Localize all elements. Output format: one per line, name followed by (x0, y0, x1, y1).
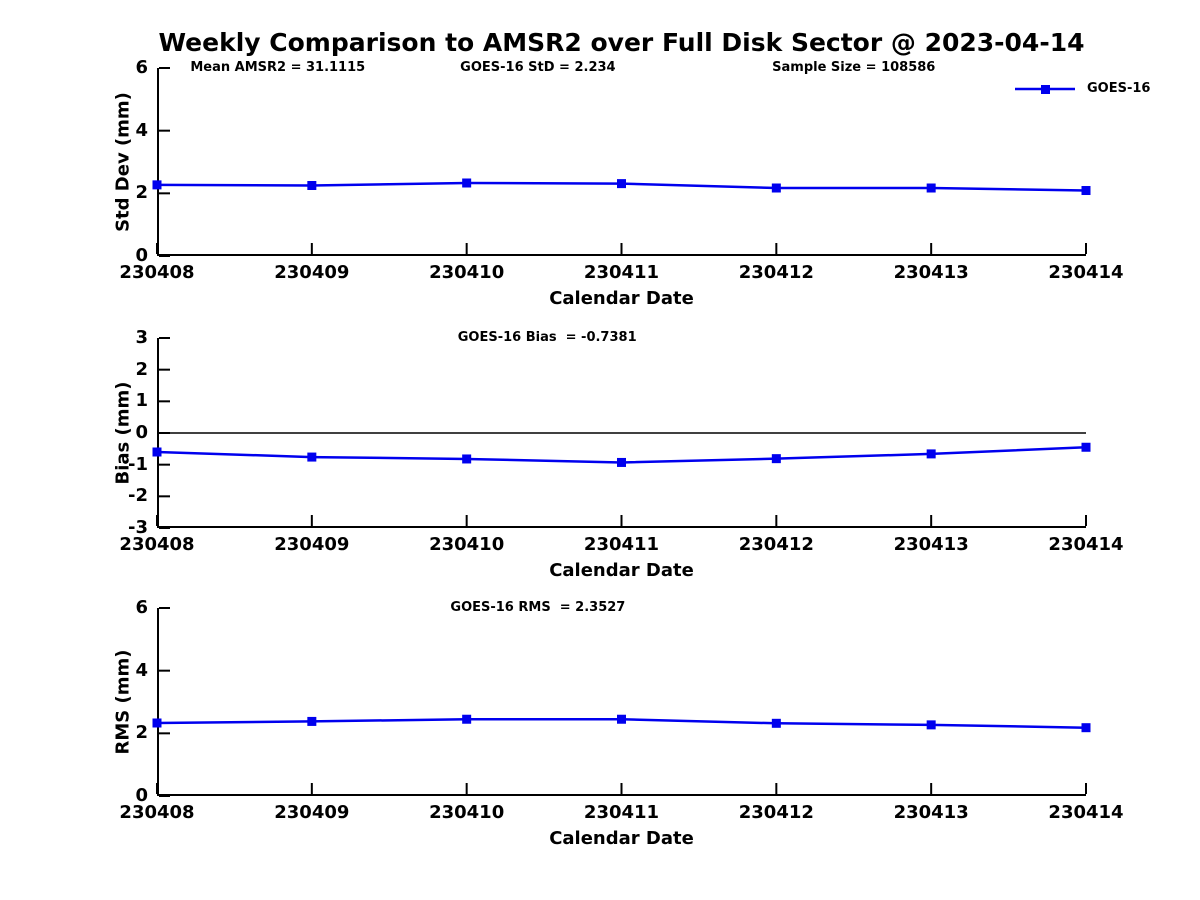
y-tick-label: 4 (135, 659, 148, 681)
annotation-text: GOES-16 Bias = -0.7381 (457, 330, 637, 345)
x-tick-label: 230413 (893, 262, 969, 283)
data-point-marker (1081, 442, 1091, 452)
x-tick-label: 230412 (738, 262, 814, 283)
data-point-marker (617, 457, 626, 467)
plot-svg (152, 337, 1091, 529)
data-point-marker (771, 718, 781, 728)
data-point-marker (617, 179, 626, 189)
data-point-marker (462, 454, 472, 464)
x-tick-label: 230410 (429, 802, 505, 823)
annotation-row: GOES-16 Bias = -0.7381 (157, 328, 1086, 348)
data-point-marker (307, 452, 317, 462)
y-tick-label: 6 (135, 597, 148, 618)
x-tick-label: 230412 (738, 534, 814, 555)
annotation-row: Mean AMSR2 = 31.1115 GOES-16 StD = 2.234 S… (157, 58, 1086, 78)
data-point-marker (307, 181, 317, 190)
legend-label: GOES-16 (1087, 81, 1151, 96)
x-axis-label: Calendar Date (549, 560, 694, 581)
figure-title: Weekly Comparison to AMSR2 over Full Dis… (158, 28, 1085, 57)
legend-line-sample (1015, 85, 1075, 94)
y-tick-label: 0 (135, 785, 148, 806)
x-tick-label: 230409 (274, 534, 350, 555)
data-point-marker (926, 720, 936, 730)
data-point-marker (617, 714, 626, 724)
x-tick-label: 230412 (738, 802, 814, 823)
y-axis-label: Std Dev (mm) (112, 92, 134, 232)
plot-canvas (152, 337, 1091, 529)
data-point-marker (152, 447, 162, 457)
y-tick-label: -2 (128, 485, 148, 507)
annotation-text: Mean AMSR2 = 31.1115 (190, 60, 366, 75)
plot-svg (152, 607, 1091, 797)
data-point-marker (1081, 186, 1091, 196)
x-axis-label: Calendar Date (549, 288, 694, 309)
x-tick-label: 230411 (583, 262, 660, 283)
annotation-text: Sample Size = 108586 (772, 60, 936, 75)
x-tick-label: 230414 (1048, 534, 1124, 555)
annotation-text: GOES-16 RMS = 2.3527 (450, 600, 626, 615)
x-tick-label: 230414 (1048, 262, 1124, 283)
y-tick-label: 6 (135, 57, 148, 78)
data-point-marker (462, 714, 472, 724)
y-tick-label: 0 (135, 422, 148, 443)
data-point-marker (771, 454, 781, 464)
y-tick-label: 2 (135, 358, 148, 380)
x-tick-label: 230414 (1048, 802, 1124, 823)
data-point-marker (1081, 723, 1091, 733)
plot-svg (152, 67, 1091, 257)
data-point-marker (152, 718, 162, 728)
data-point-marker (462, 178, 472, 188)
y-tick-label: 2 (135, 722, 148, 744)
data-point-marker (771, 183, 781, 193)
annotation-row: GOES-16 RMS = 2.3527 (157, 598, 1086, 618)
y-tick-label: -1 (128, 453, 148, 475)
plot-canvas (152, 67, 1091, 257)
x-tick-label: 230408 (119, 802, 195, 823)
x-tick-label: 230413 (893, 802, 969, 823)
legend: GOES-16 (1014, 80, 1150, 98)
x-tick-label: 230411 (583, 802, 660, 823)
data-point-marker (152, 180, 162, 190)
y-tick-label: 4 (135, 119, 148, 141)
x-tick-label: 230408 (119, 534, 195, 555)
data-point-marker (926, 183, 936, 193)
data-point-marker (307, 716, 317, 726)
y-tick-label: -3 (128, 517, 148, 538)
x-tick-label: 230410 (429, 262, 505, 283)
x-axis-label: Calendar Date (549, 828, 694, 849)
y-tick-label: 0 (135, 245, 148, 266)
y-tick-label: 1 (135, 390, 148, 412)
x-tick-label: 230413 (893, 534, 969, 555)
x-tick-label: 230409 (274, 262, 350, 283)
data-point-marker (926, 449, 936, 459)
x-tick-label: 230411 (583, 534, 660, 555)
plot-canvas (152, 607, 1091, 797)
x-tick-label: 230409 (274, 802, 350, 823)
annotation-text: GOES-16 StD = 2.234 (460, 60, 616, 75)
x-tick-label: 230408 (119, 262, 195, 283)
x-tick-label: 230410 (429, 534, 505, 555)
y-tick-label: 3 (135, 327, 148, 348)
y-tick-label: 2 (135, 182, 148, 204)
